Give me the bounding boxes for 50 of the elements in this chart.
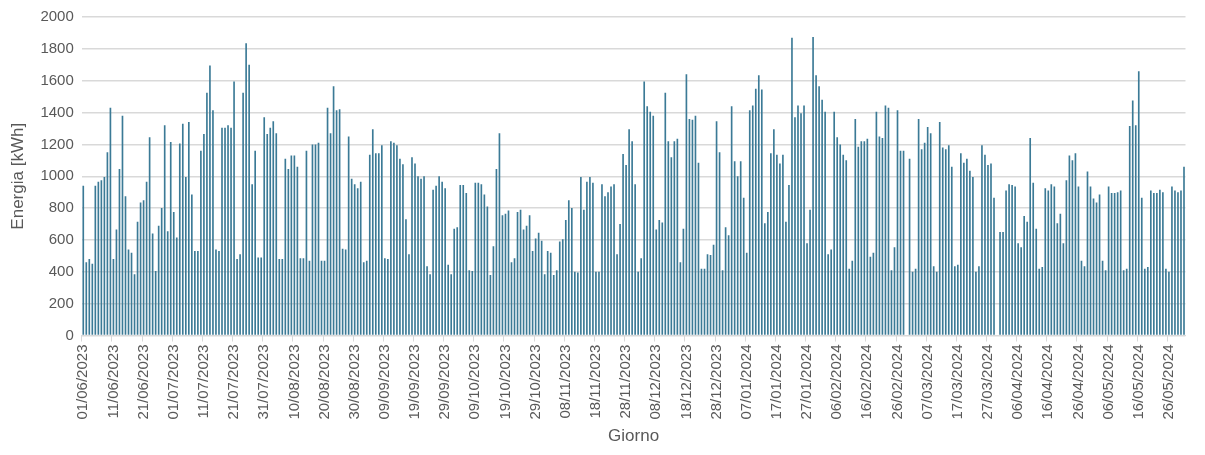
y-tick-label: 600 <box>48 230 74 248</box>
x-tick-label: 18/12/2023 <box>676 344 694 420</box>
y-tick-label: 0 <box>65 325 74 343</box>
x-tick-label: 06/02/2024 <box>827 344 845 420</box>
x-tick-label: 28/12/2023 <box>706 344 724 420</box>
x-tick-label: 07/03/2024 <box>917 344 935 420</box>
x-tick-label: 16/05/2024 <box>1128 344 1146 420</box>
x-tick-label: 29/09/2023 <box>435 344 453 420</box>
x-tick-label: 11/06/2023 <box>103 344 121 419</box>
y-tick-label: 800 <box>48 198 74 216</box>
x-tick-label: 09/10/2023 <box>465 344 483 420</box>
x-tick-label: 20/08/2023 <box>314 344 332 420</box>
x-tick-label: 07/01/2024 <box>736 344 754 420</box>
x-tick-label: 26/02/2024 <box>887 344 905 420</box>
x-tick-label: 28/11/2023 <box>616 344 634 419</box>
x-tick-label: 29/10/2023 <box>525 344 543 420</box>
x-tick-label: 17/01/2024 <box>767 344 785 420</box>
x-tick-label: 27/03/2024 <box>978 344 996 420</box>
x-tick-label: 06/04/2024 <box>1008 344 1026 420</box>
x-tick-label: 30/08/2023 <box>344 344 362 420</box>
y-axis-title: Energia [kWh] <box>7 122 27 230</box>
x-tick-label: 21/06/2023 <box>133 344 151 420</box>
x-tick-label: 19/09/2023 <box>405 344 423 420</box>
x-tick-label: 26/05/2024 <box>1159 344 1177 420</box>
x-axis-title: Giorno <box>608 426 660 446</box>
x-tick-label: 09/09/2023 <box>374 344 392 420</box>
x-tick-label: 17/03/2024 <box>947 344 965 420</box>
y-tick-label: 400 <box>48 261 74 279</box>
x-tick-label: 10/08/2023 <box>284 344 302 420</box>
x-tick-label: 27/01/2024 <box>797 344 815 420</box>
y-tick-label: 1600 <box>40 70 74 88</box>
y-tick-label: 1400 <box>40 102 74 120</box>
x-tick-label: 19/10/2023 <box>495 344 513 420</box>
y-tick-label: 2000 <box>40 7 74 25</box>
y-tick-label: 1200 <box>40 134 74 152</box>
x-tick-label: 01/06/2023 <box>73 344 91 420</box>
x-tick-label: 16/02/2024 <box>857 344 875 420</box>
x-tick-label: 21/07/2023 <box>224 344 242 420</box>
x-tick-label: 11/07/2023 <box>194 344 212 419</box>
x-tick-label: 18/11/2023 <box>586 344 604 419</box>
x-tick-label: 31/07/2023 <box>254 344 272 420</box>
x-tick-label: 08/12/2023 <box>646 344 664 420</box>
x-tick-label: 08/11/2023 <box>555 344 573 419</box>
y-tick-label: 1800 <box>40 38 74 56</box>
y-tick-label: 200 <box>48 293 74 311</box>
x-tick-label: 01/07/2023 <box>163 344 181 420</box>
y-tick-label: 1000 <box>40 166 74 184</box>
x-tick-label: 26/04/2024 <box>1068 344 1086 420</box>
x-tick-label: 16/04/2024 <box>1038 344 1056 420</box>
x-tick-label: 06/05/2024 <box>1098 344 1116 420</box>
